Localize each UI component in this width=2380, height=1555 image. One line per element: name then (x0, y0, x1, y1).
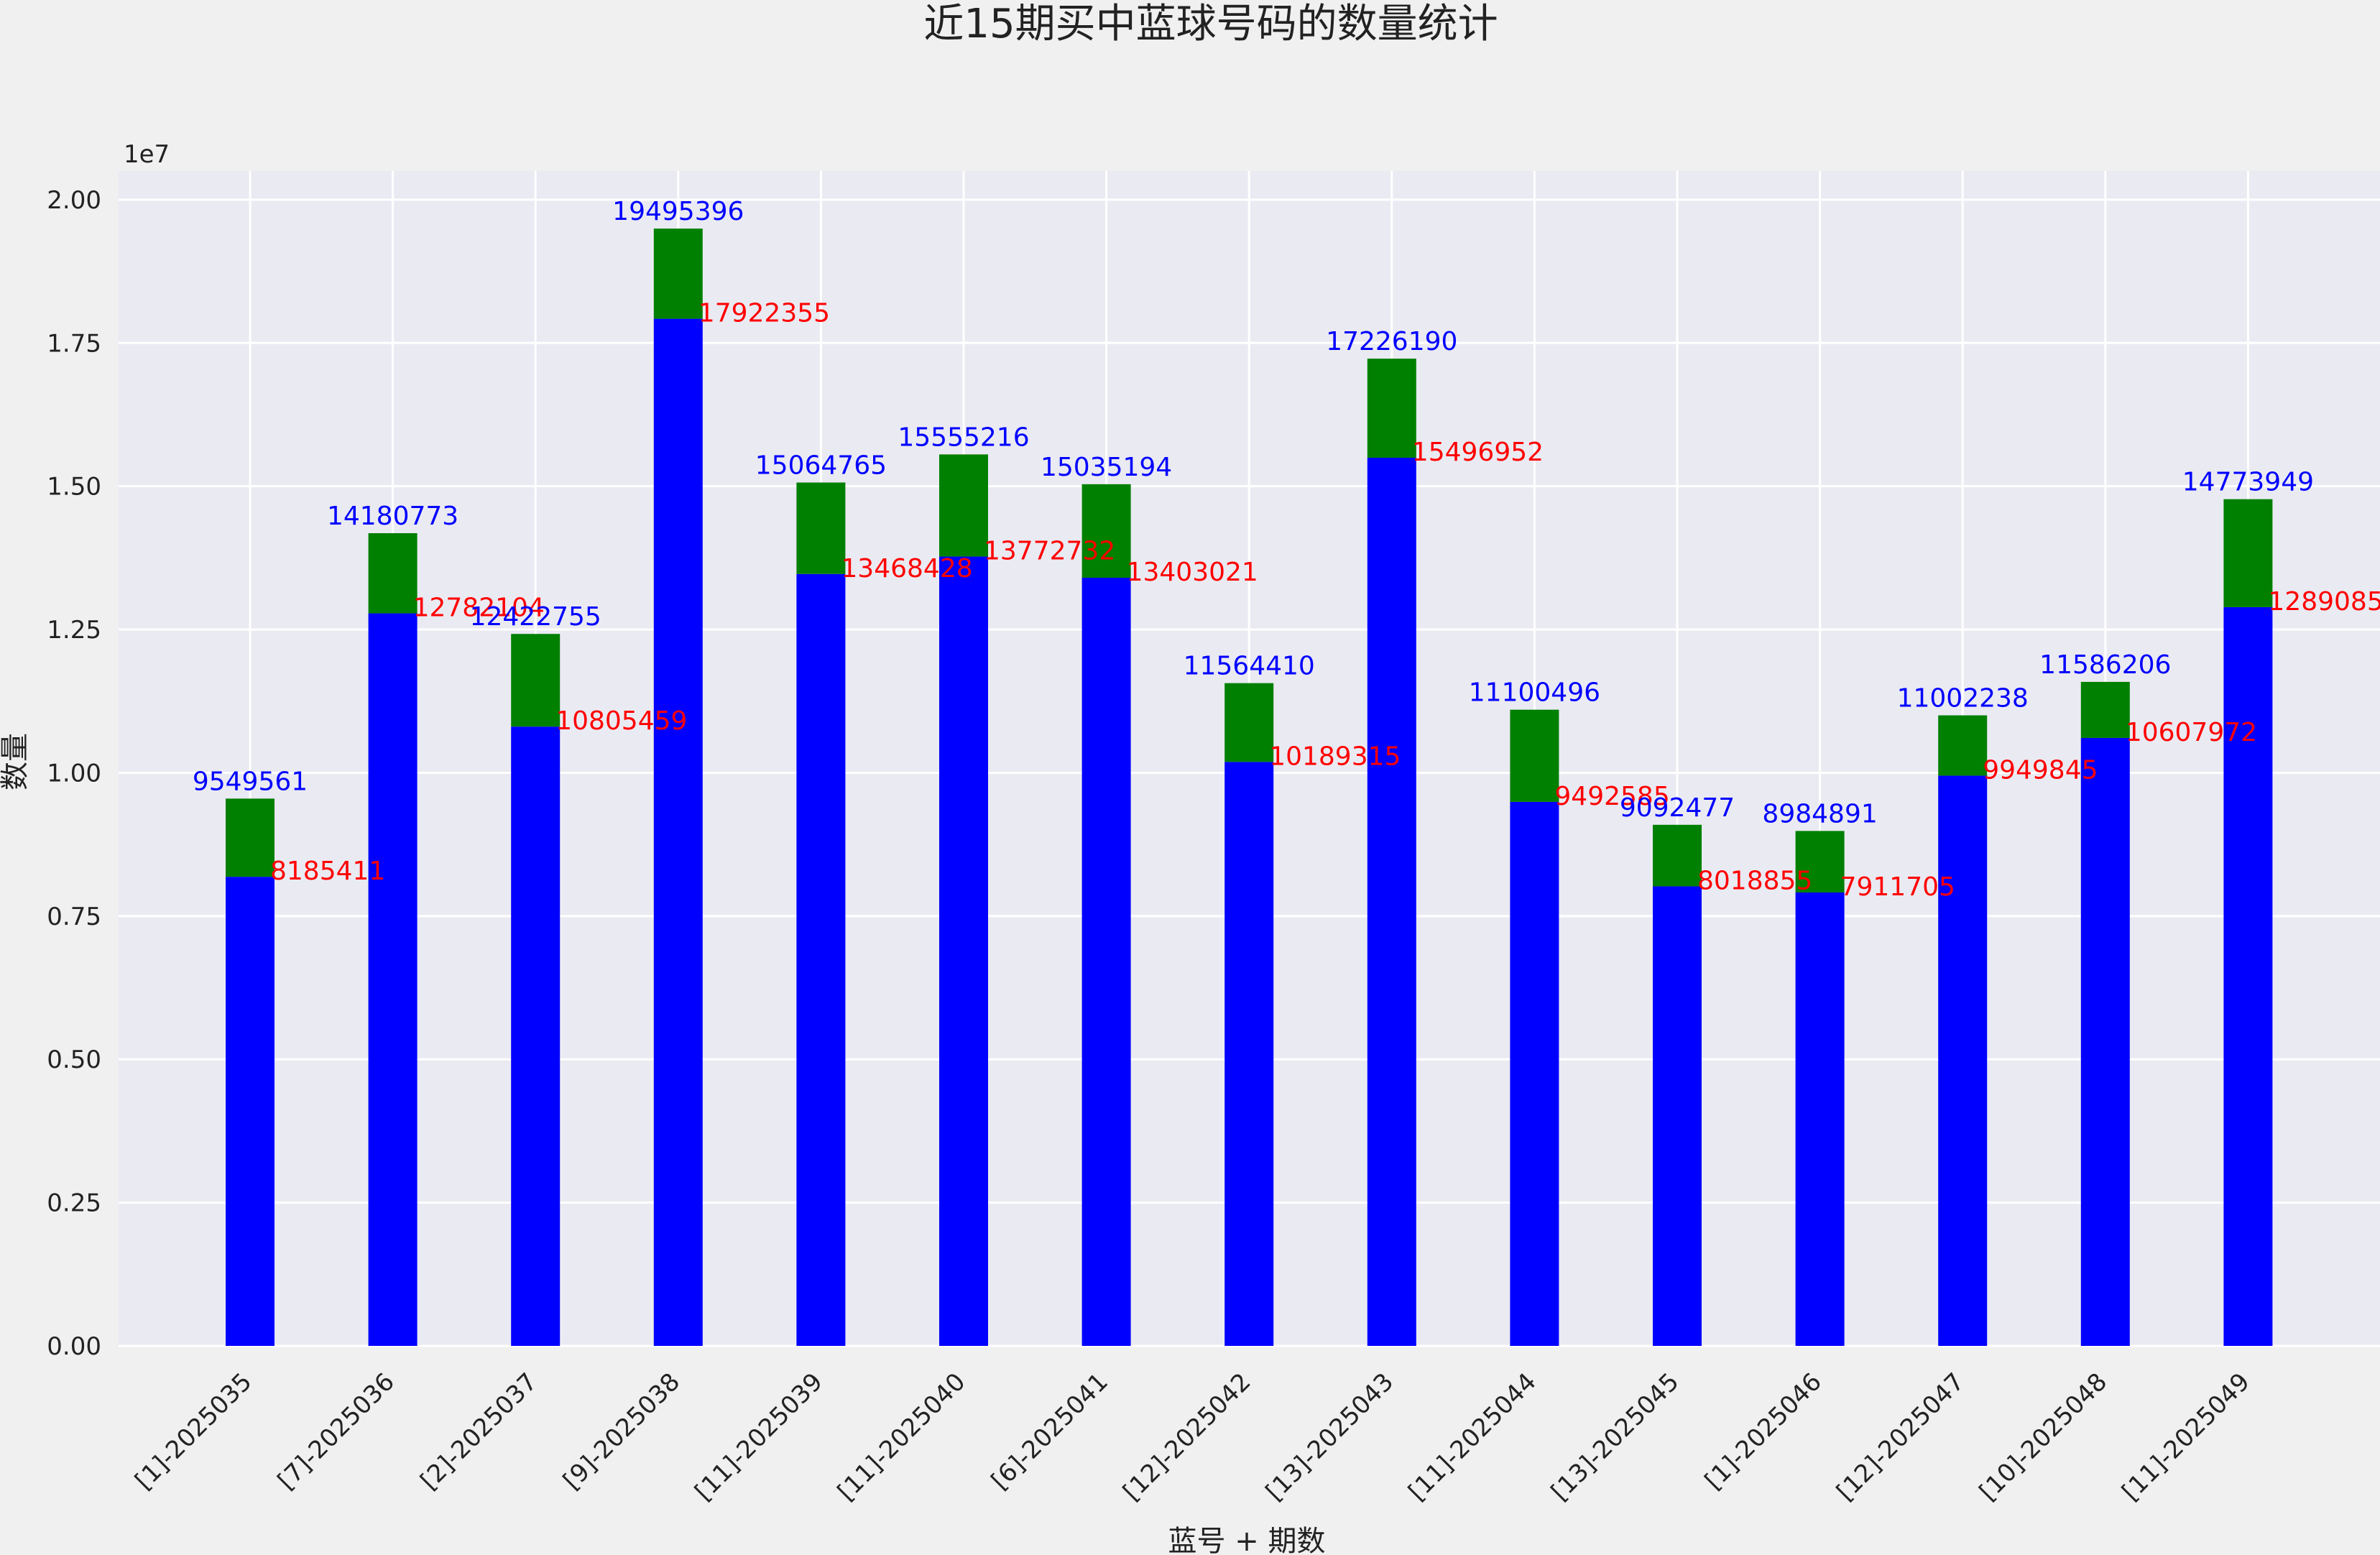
bar-upper (2080, 681, 2130, 738)
y-tick-label: 1.00 (47, 759, 101, 788)
lower-value-label: 10189315 (1269, 742, 1401, 771)
total-value-label: 15064765 (755, 451, 887, 480)
bar-upper (226, 798, 275, 877)
total-value-label: 17226190 (1326, 327, 1457, 356)
y-tick-label: 1.25 (47, 616, 101, 645)
chart-title: 近15期买中蓝球号码的数量统计 (923, 1, 1498, 47)
total-value-label: 8984891 (1762, 799, 1877, 829)
bar-upper (1653, 824, 1702, 887)
x-tick-label: [11]-2025040 (832, 1367, 971, 1506)
bar-upper (796, 482, 846, 574)
bars (226, 229, 2273, 1347)
lower-value-label: 10607972 (2126, 718, 2257, 747)
y-tick-label: 0.50 (47, 1046, 101, 1074)
total-value-label: 11586206 (2039, 650, 2171, 680)
total-value-label: 11564410 (1184, 652, 1315, 681)
lower-value-label: 7911705 (1840, 872, 1955, 902)
lower-value-label: 13772732 (984, 537, 1115, 566)
lower-value-label: 12890858 (2268, 587, 2380, 617)
lower-value-label: 15496952 (1412, 438, 1544, 467)
bar-lower (1224, 762, 1274, 1346)
x-tick-label: [2]-2025037 (415, 1367, 543, 1495)
bar-upper (1510, 709, 1559, 802)
bar-lower (939, 556, 988, 1346)
lower-value-label: 13468428 (841, 554, 972, 583)
lower-value-label: 10805459 (555, 706, 687, 736)
x-tick-label: [9]-2025038 (558, 1367, 686, 1495)
bar-upper (1367, 359, 1416, 458)
bar-lower (368, 613, 418, 1346)
x-tick-label: [10]-2025048 (1974, 1367, 2113, 1506)
total-value-label: 11002238 (1897, 684, 2029, 714)
total-value-label: 15555216 (898, 423, 1029, 452)
bar-upper (368, 532, 418, 614)
bar-lower (796, 573, 846, 1346)
total-value-label: 12422755 (470, 602, 601, 632)
bar-lower (653, 318, 703, 1347)
y-offset-label: 1e7 (124, 140, 170, 169)
x-tick-label: [1]-2025035 (129, 1367, 257, 1495)
x-tick-label: [13]-2025043 (1260, 1367, 1399, 1506)
x-ticks: [1]-2025035 [7]-2025036 [2]-2025037 [9]-202… (129, 1367, 2255, 1506)
y-tick-label: 0.75 (47, 903, 101, 931)
bar-upper (1081, 484, 1131, 578)
y-axis-label: 数量 (0, 733, 32, 790)
y-tick-label: 2.00 (47, 186, 101, 215)
x-tick-label: [12]-2025047 (1831, 1367, 1970, 1506)
y-tick-label: 0.00 (47, 1332, 101, 1361)
x-tick-label: [1]-2025046 (1699, 1367, 1827, 1495)
x-tick-label: [11]-2025044 (1403, 1367, 1541, 1506)
total-value-label: 11100496 (1469, 678, 1600, 708)
bar-upper (653, 229, 703, 319)
lower-value-label: 8018855 (1697, 866, 1812, 895)
x-axis-label: 蓝号 + 期数 (1168, 1525, 1326, 1555)
total-value-label: 9549561 (193, 767, 308, 796)
bar-upper (2223, 499, 2273, 607)
bar-lower (1367, 458, 1416, 1346)
lower-value-label: 12782104 (413, 594, 545, 623)
lower-value-label: 8185411 (270, 857, 385, 886)
bar-upper (939, 454, 988, 557)
bar-upper (1224, 683, 1274, 762)
bar-lower (2223, 606, 2273, 1346)
bar-lower (1938, 775, 1988, 1346)
bar-upper (1938, 715, 1988, 776)
y-tick-label: 0.25 (47, 1189, 101, 1218)
x-tick-label: [12]-2025042 (1117, 1367, 1256, 1506)
total-value-label: 15035194 (1041, 453, 1172, 482)
x-tick-label: [11]-2025049 (2116, 1367, 2255, 1506)
total-value-label: 19495396 (612, 197, 744, 226)
x-tick-label: [7]-2025036 (272, 1367, 400, 1495)
bar-lower (226, 877, 275, 1346)
total-value-label: 14773949 (2182, 468, 2314, 497)
bar-lower (1510, 801, 1559, 1346)
bar-lower (1081, 578, 1131, 1346)
lower-value-label: 9949845 (1983, 755, 2098, 785)
x-tick-label: [11]-2025039 (689, 1367, 828, 1506)
y-ticks: 0.00 0.25 0.50 0.75 1.00 1.25 1.50 1.75 2.00 (47, 186, 101, 1361)
bar-lower (2080, 737, 2130, 1346)
y-tick-label: 1.75 (47, 329, 101, 358)
lower-value-label: 17922355 (698, 299, 830, 328)
bar-lower (1653, 886, 1702, 1346)
y-tick-label: 1.50 (47, 473, 101, 502)
lower-value-label: 13403021 (1127, 558, 1258, 587)
bar-lower (511, 726, 561, 1346)
bar-lower (1795, 892, 1845, 1346)
bar-upper (511, 634, 561, 727)
total-value-label: 14180773 (327, 502, 458, 531)
x-tick-label: [6]-2025041 (986, 1367, 1114, 1495)
lower-value-label: 9492585 (1554, 782, 1669, 811)
bar-upper (1795, 831, 1845, 892)
x-tick-label: [13]-2025045 (1546, 1367, 1684, 1506)
total-value-label: 9092477 (1620, 793, 1735, 823)
